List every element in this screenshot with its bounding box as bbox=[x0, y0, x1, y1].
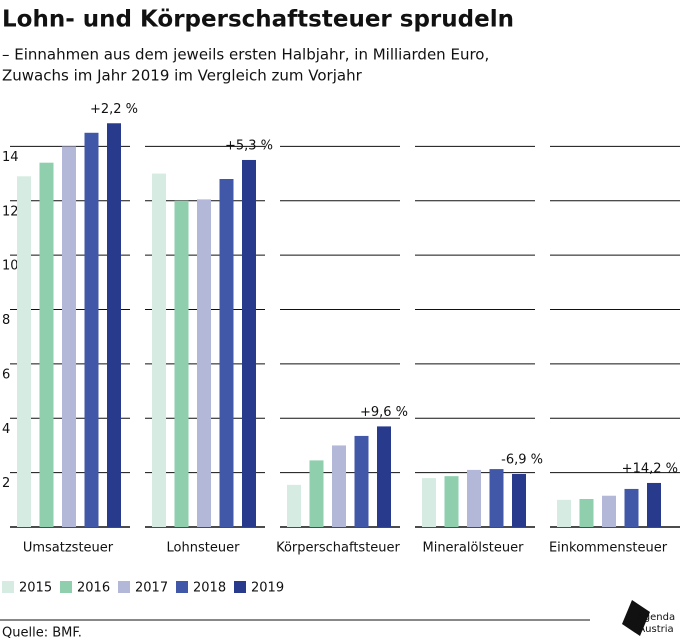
annotation: +2,2 % bbox=[90, 102, 138, 117]
bar bbox=[84, 132, 99, 527]
legend-swatch bbox=[60, 581, 72, 593]
legend-label: 2016 bbox=[77, 581, 110, 596]
y-tick-label: 10 bbox=[2, 259, 19, 274]
legend-label: 2018 bbox=[193, 581, 226, 596]
bar bbox=[242, 159, 256, 527]
annotation: -6,9 % bbox=[501, 452, 543, 467]
subtitle: – Einnahmen aus dem jeweils ersten Halbj… bbox=[2, 46, 489, 64]
bar bbox=[354, 435, 369, 527]
bar bbox=[444, 476, 459, 527]
bar bbox=[332, 445, 346, 527]
bar bbox=[107, 123, 121, 527]
x-tick-label: Körperschaftsteuer bbox=[276, 541, 400, 556]
subtitle: Zuwachs im Jahr 2019 im Vergleich zum Vo… bbox=[2, 67, 363, 85]
logo-icon bbox=[622, 600, 650, 636]
bar bbox=[602, 495, 616, 527]
y-tick-label: 2 bbox=[2, 476, 10, 491]
legend-label: 2015 bbox=[19, 581, 52, 596]
bar bbox=[62, 146, 76, 527]
bar bbox=[39, 162, 54, 527]
bar bbox=[489, 469, 504, 527]
bar bbox=[579, 498, 594, 527]
annotation: +14,2 % bbox=[622, 461, 678, 476]
bar bbox=[152, 173, 166, 527]
annotation: +5,3 % bbox=[225, 138, 273, 153]
bar bbox=[287, 484, 301, 527]
bar bbox=[647, 482, 661, 527]
bar bbox=[17, 176, 31, 527]
bar bbox=[309, 460, 324, 527]
legend-swatch bbox=[2, 581, 14, 593]
y-tick-label: 8 bbox=[2, 313, 10, 328]
bar bbox=[174, 200, 189, 527]
y-tick-label: 14 bbox=[2, 150, 19, 165]
x-tick-label: Lohnsteuer bbox=[167, 541, 241, 556]
bar bbox=[422, 478, 436, 527]
y-tick-label: 6 bbox=[2, 367, 10, 382]
bar bbox=[624, 488, 639, 527]
bar bbox=[377, 426, 391, 527]
x-tick-label: Einkommensteuer bbox=[549, 541, 668, 556]
y-tick-label: 12 bbox=[2, 204, 19, 219]
bar bbox=[557, 499, 571, 527]
legend-swatch bbox=[118, 581, 130, 593]
bar bbox=[197, 199, 211, 527]
legend-label: 2019 bbox=[251, 581, 284, 596]
logo-text: Austria bbox=[638, 624, 673, 635]
bar bbox=[219, 179, 234, 527]
bar bbox=[467, 469, 481, 527]
legend-swatch bbox=[176, 581, 188, 593]
legend-label: 2017 bbox=[135, 581, 168, 596]
annotation: +9,6 % bbox=[360, 405, 408, 420]
y-tick-label: 4 bbox=[2, 422, 10, 437]
x-tick-label: Umsatzsteuer bbox=[23, 541, 114, 556]
logo-text: Agenda bbox=[637, 612, 675, 623]
x-tick-label: Mineralölsteuer bbox=[422, 541, 524, 556]
legend-swatch bbox=[234, 581, 246, 593]
source: Quelle: BMF. bbox=[2, 626, 82, 641]
chart-title: Lohn- und Körperschaftsteuer sprudeln bbox=[2, 7, 514, 33]
bar bbox=[512, 473, 526, 527]
